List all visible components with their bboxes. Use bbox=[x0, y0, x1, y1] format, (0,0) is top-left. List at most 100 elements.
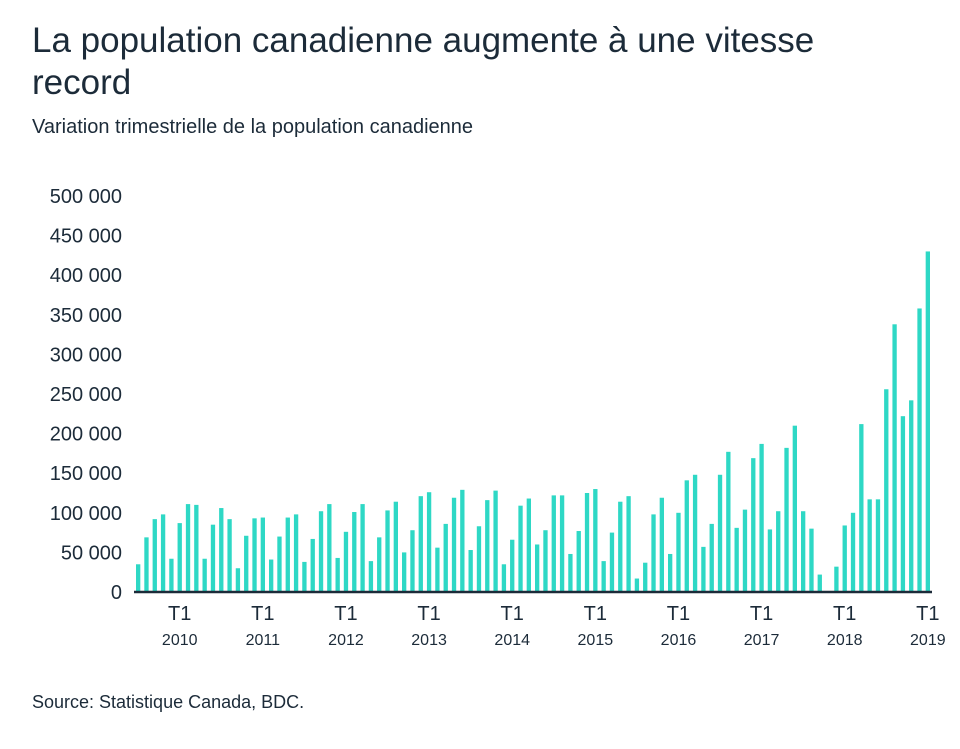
bar bbox=[609, 532, 615, 592]
bar bbox=[352, 512, 357, 592]
y-tick-label: 450 000 bbox=[50, 226, 122, 248]
bar bbox=[435, 547, 440, 592]
bar bbox=[884, 389, 889, 592]
x-tick-year: 2012 bbox=[328, 632, 364, 649]
x-tick-quarter: T1 bbox=[251, 603, 274, 625]
bar bbox=[260, 517, 265, 592]
bar bbox=[900, 416, 906, 592]
bar bbox=[709, 523, 714, 592]
bar bbox=[776, 511, 781, 592]
bar bbox=[335, 557, 340, 592]
bar bbox=[293, 514, 299, 592]
bar bbox=[568, 553, 573, 592]
x-tick-quarter: T1 bbox=[417, 603, 440, 625]
y-tick-label: 50 000 bbox=[61, 542, 122, 564]
bar bbox=[543, 530, 548, 592]
bar bbox=[501, 564, 507, 592]
x-tick-quarter: T1 bbox=[833, 603, 856, 625]
chart-title: La population canadienne augmente à une … bbox=[32, 21, 815, 102]
bar bbox=[219, 508, 224, 592]
bar bbox=[668, 553, 673, 592]
bar bbox=[485, 500, 490, 592]
bar bbox=[327, 504, 332, 592]
bar bbox=[202, 558, 207, 592]
bar bbox=[626, 496, 631, 592]
bar bbox=[476, 526, 482, 592]
bar bbox=[285, 517, 290, 592]
bar bbox=[360, 504, 365, 592]
y-tick-label: 400 000 bbox=[50, 265, 122, 287]
bar bbox=[227, 519, 232, 592]
x-tick-year: 2011 bbox=[246, 632, 281, 649]
bar bbox=[318, 511, 324, 592]
x-tick-year: 2018 bbox=[827, 632, 863, 649]
bar bbox=[925, 251, 930, 592]
bar bbox=[410, 530, 415, 592]
x-tick-year: 2013 bbox=[411, 632, 447, 649]
y-tick-label: 350 000 bbox=[50, 305, 122, 327]
chart-subtitle: Variation trimestrielle de la population… bbox=[32, 116, 474, 138]
bar bbox=[377, 537, 382, 592]
x-tick-year: 2017 bbox=[744, 632, 780, 649]
bar bbox=[443, 523, 448, 592]
bar bbox=[194, 504, 199, 592]
bar bbox=[244, 535, 249, 592]
x-tick-quarter: T1 bbox=[501, 603, 524, 625]
x-tick-quarter: T1 bbox=[584, 603, 607, 625]
x-tick-year: 2019 bbox=[910, 632, 946, 649]
bar bbox=[634, 578, 640, 592]
bar bbox=[343, 531, 349, 592]
bar bbox=[185, 504, 191, 592]
bar bbox=[767, 529, 773, 592]
bar bbox=[576, 531, 581, 592]
bar bbox=[402, 552, 407, 592]
y-tick-label: 300 000 bbox=[50, 344, 122, 366]
bar bbox=[152, 519, 157, 592]
x-tick-year: 2014 bbox=[494, 632, 530, 649]
bars bbox=[136, 251, 930, 592]
bar bbox=[717, 474, 723, 592]
x-tick-quarter: T1 bbox=[334, 603, 357, 625]
bar bbox=[751, 458, 756, 592]
bar bbox=[801, 511, 806, 592]
y-tick-label: 250 000 bbox=[50, 384, 122, 406]
bar bbox=[518, 505, 523, 592]
bar bbox=[651, 514, 656, 592]
bar bbox=[468, 550, 473, 592]
x-tick-quarter: T1 bbox=[667, 603, 690, 625]
bar bbox=[676, 512, 681, 592]
bar bbox=[269, 559, 274, 592]
bar bbox=[618, 501, 623, 592]
bar bbox=[235, 568, 241, 592]
bar bbox=[593, 489, 598, 592]
bar-chart: 0 50 000 100 000 150 000 200 000 250 000 300 0… bbox=[50, 186, 946, 649]
bar bbox=[892, 324, 897, 592]
bar bbox=[684, 480, 689, 592]
x-tick-year: 2016 bbox=[661, 632, 697, 649]
bar bbox=[510, 539, 515, 592]
x-tick-quarter: T1 bbox=[750, 603, 773, 625]
bar bbox=[277, 536, 282, 592]
bar bbox=[601, 561, 606, 592]
x-tick-year: 2015 bbox=[578, 632, 614, 649]
bar bbox=[136, 564, 141, 592]
bar bbox=[177, 523, 182, 592]
bar bbox=[792, 425, 797, 592]
bar bbox=[368, 561, 374, 592]
bar bbox=[310, 538, 315, 592]
bar bbox=[734, 527, 739, 592]
y-tick-label: 150 000 bbox=[50, 463, 122, 485]
bar bbox=[842, 525, 847, 592]
bar bbox=[909, 400, 914, 592]
bar bbox=[859, 424, 864, 592]
x-tick-quarter: T1 bbox=[916, 603, 939, 625]
bar bbox=[302, 561, 307, 592]
bar bbox=[460, 489, 465, 592]
bar bbox=[867, 499, 872, 592]
bar bbox=[834, 566, 839, 592]
bar bbox=[535, 544, 540, 592]
y-tick-label: 500 000 bbox=[50, 186, 122, 208]
bar bbox=[784, 447, 789, 592]
bar bbox=[701, 546, 706, 592]
bar bbox=[643, 562, 648, 592]
